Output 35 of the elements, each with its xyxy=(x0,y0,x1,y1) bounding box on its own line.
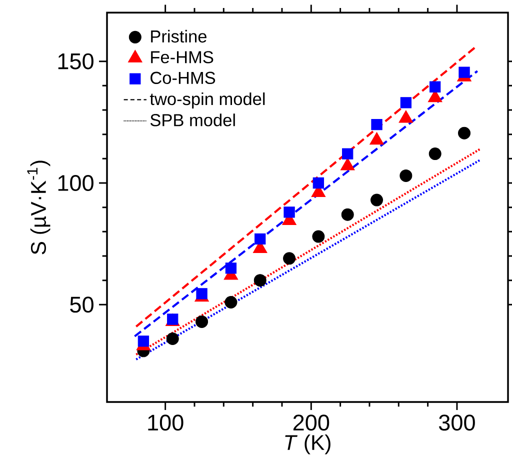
point xyxy=(341,208,354,221)
point xyxy=(400,97,412,108)
x-axis-title: T (K) xyxy=(285,434,330,454)
point xyxy=(254,274,266,287)
point xyxy=(138,336,150,347)
point xyxy=(166,332,179,345)
x-tick-label: 300 xyxy=(438,414,475,431)
annotation: two-spin model xyxy=(150,92,265,109)
point xyxy=(283,252,296,265)
point xyxy=(428,148,442,160)
point xyxy=(370,194,384,206)
y-tick-label: 50 xyxy=(70,296,94,313)
point xyxy=(458,66,470,78)
point xyxy=(284,206,295,218)
y-tick-label: 150 xyxy=(58,53,94,70)
point xyxy=(254,233,266,245)
point xyxy=(224,296,238,308)
annotation: SPB model xyxy=(150,114,235,126)
legend-label: Co-HMS xyxy=(150,72,216,84)
y-axis-title: S (µV·K$^{-1}$) xyxy=(27,160,50,254)
legend-label: Fe-HMS xyxy=(151,51,214,64)
point xyxy=(225,262,237,274)
point xyxy=(371,119,382,130)
x-tick-label: 100 xyxy=(148,414,184,431)
point xyxy=(430,81,441,92)
point xyxy=(400,169,412,182)
point xyxy=(196,315,208,328)
x-tick-label: 200 xyxy=(293,414,330,431)
point xyxy=(196,288,208,300)
point xyxy=(342,148,354,160)
point xyxy=(458,126,471,140)
y-tick-label: 100 xyxy=(58,175,94,191)
point xyxy=(312,177,324,189)
legend-label: Pristine xyxy=(151,30,206,43)
point xyxy=(312,230,325,243)
